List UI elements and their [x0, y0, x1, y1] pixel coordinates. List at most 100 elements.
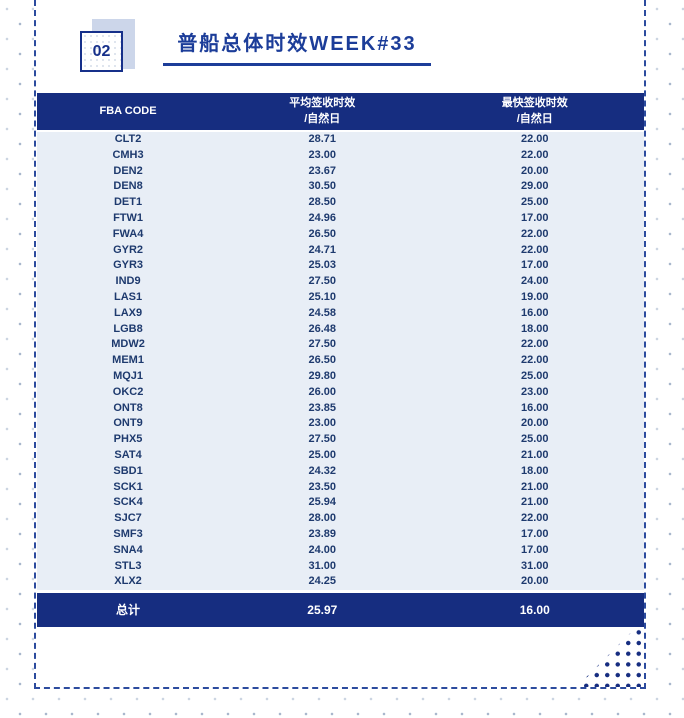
fba-code-cell: MEM1	[37, 353, 220, 369]
avg-time-cell: 23.00	[219, 416, 426, 433]
avg-time-cell: 24.32	[219, 463, 426, 480]
fastest-time-cell: 25.00	[425, 432, 644, 448]
fastest-time-cell: 22.00	[425, 242, 644, 259]
table-footer: 总计 25.97 16.00	[37, 590, 644, 628]
avg-time-cell: 25.10	[219, 289, 426, 306]
total-label: 总计	[37, 590, 220, 628]
column-header-label: FBA CODE	[99, 104, 157, 117]
avg-time-cell: 26.00	[219, 384, 426, 401]
avg-time-cell: 28.50	[219, 195, 426, 211]
fba-code-cell: CMH3	[37, 147, 220, 164]
table-row: SCK1 23.50 21.00	[37, 479, 644, 496]
fastest-time-cell: 20.00	[425, 416, 644, 433]
fba-code-cell: DEN2	[37, 163, 220, 180]
fastest-time-cell: 22.00	[425, 147, 644, 164]
fastest-time-cell: 21.00	[425, 447, 644, 464]
fba-code-cell: SNA4	[37, 542, 220, 559]
fba-code-cell: DET1	[37, 195, 220, 211]
section-number-badge: 02	[80, 31, 123, 72]
fba-code-cell: LGB8	[37, 321, 220, 338]
table-row: CLT2 28.71 22.00	[37, 131, 644, 148]
avg-time-cell: 28.71	[219, 131, 426, 148]
table-row: ONT8 23.85 16.00	[37, 400, 644, 417]
fba-code-cell: MDW2	[37, 337, 220, 354]
table-row: STL3 31.00 31.00	[37, 558, 644, 575]
table-row: ONT9 23.00 20.00	[37, 416, 644, 433]
avg-time-cell: 27.50	[219, 274, 426, 290]
fastest-time-cell: 17.00	[425, 542, 644, 559]
avg-time-cell: 23.89	[219, 526, 426, 543]
fastest-time-cell: 22.00	[425, 337, 644, 354]
table-row: SBD1 24.32 18.00	[37, 463, 644, 480]
fba-code-cell: XLX2	[37, 574, 220, 592]
fastest-time-cell: 25.00	[425, 195, 644, 211]
column-header-avg-time: 平均签收时效 /自然日	[219, 93, 426, 132]
table-row: DEN8 30.50 29.00	[37, 179, 644, 196]
fastest-time-cell: 17.00	[425, 258, 644, 275]
fba-code-cell: ONT8	[37, 400, 220, 417]
fba-code-cell: SBD1	[37, 463, 220, 480]
avg-time-cell: 24.58	[219, 305, 426, 322]
column-header-fastest-time: 最快签收时效 /自然日	[425, 93, 644, 132]
fba-code-cell: FTW1	[37, 210, 220, 227]
avg-time-cell: 26.50	[219, 353, 426, 369]
table-row: LGB8 26.48 18.00	[37, 321, 644, 338]
avg-time-cell: 24.00	[219, 542, 426, 559]
fastest-time-cell: 22.00	[425, 131, 644, 148]
table-row: FWA4 26.50 22.00	[37, 226, 644, 243]
table-row: XLX2 24.25 20.00	[37, 574, 644, 592]
fastest-time-cell: 25.00	[425, 368, 644, 385]
fba-code-cell: STL3	[37, 558, 220, 575]
table-row: MDW2 27.50 22.00	[37, 337, 644, 354]
fastest-time-cell: 22.00	[425, 511, 644, 527]
fastest-time-cell: 18.00	[425, 321, 644, 338]
fba-code-cell: LAS1	[37, 289, 220, 306]
fba-code-cell: SJC7	[37, 511, 220, 527]
table-row: IND9 27.50 24.00	[37, 274, 644, 290]
avg-time-cell: 25.94	[219, 495, 426, 512]
avg-time-cell: 26.48	[219, 321, 426, 338]
table-header-row: FBA CODE 平均签收时效 /自然日 最快签收时效 /自然日	[37, 93, 644, 132]
page-title: 普船总体时效WEEK#33	[163, 27, 431, 66]
fastest-time-cell: 20.00	[425, 163, 644, 180]
fba-code-cell: MQJ1	[37, 368, 220, 385]
table-row: MQJ1 29.80 25.00	[37, 368, 644, 385]
table-total-row: 总计 25.97 16.00	[37, 590, 644, 628]
fastest-time-cell: 17.00	[425, 210, 644, 227]
fastest-time-cell: 18.00	[425, 463, 644, 480]
avg-time-cell: 23.85	[219, 400, 426, 417]
content-card: 02 普船总体时效WEEK#33 FBA CODE 平均签收时效 /自然日 最快…	[34, 0, 646, 689]
fba-code-cell: SAT4	[37, 447, 220, 464]
avg-time-cell: 30.50	[219, 179, 426, 196]
table-row: LAS1 25.10 19.00	[37, 289, 644, 306]
table-row: FTW1 24.96 17.00	[37, 210, 644, 227]
fba-code-cell: FWA4	[37, 226, 220, 243]
avg-time-cell: 31.00	[219, 558, 426, 575]
avg-time-cell: 27.50	[219, 337, 426, 354]
fastest-time-cell: 19.00	[425, 289, 644, 306]
fastest-time-cell: 21.00	[425, 479, 644, 496]
fastest-time-cell: 23.00	[425, 384, 644, 401]
fba-code-cell: GYR2	[37, 242, 220, 259]
fba-code-cell: CLT2	[37, 131, 220, 148]
avg-time-cell: 27.50	[219, 432, 426, 448]
table-row: SAT4 25.00 21.00	[37, 447, 644, 464]
fba-code-cell: OKC2	[37, 384, 220, 401]
total-avg-time: 25.97	[219, 590, 426, 628]
avg-time-cell: 23.00	[219, 147, 426, 164]
fastest-time-cell: 22.00	[425, 226, 644, 243]
table-row: CMH3 23.00 22.00	[37, 147, 644, 164]
fastest-time-cell: 29.00	[425, 179, 644, 196]
avg-time-cell: 29.80	[219, 368, 426, 385]
fba-code-cell: LAX9	[37, 305, 220, 322]
avg-time-cell: 25.03	[219, 258, 426, 275]
table-row: SNA4 24.00 17.00	[37, 542, 644, 559]
fastest-time-cell: 24.00	[425, 274, 644, 290]
total-fastest-time: 16.00	[425, 590, 644, 628]
table-row: SJC7 28.00 22.00	[37, 511, 644, 527]
fba-code-cell: SCK1	[37, 479, 220, 496]
avg-time-cell: 24.25	[219, 574, 426, 592]
column-header-label: 最快签收时效	[501, 96, 568, 109]
fba-code-cell: PHX5	[37, 432, 220, 448]
avg-time-cell: 26.50	[219, 226, 426, 243]
